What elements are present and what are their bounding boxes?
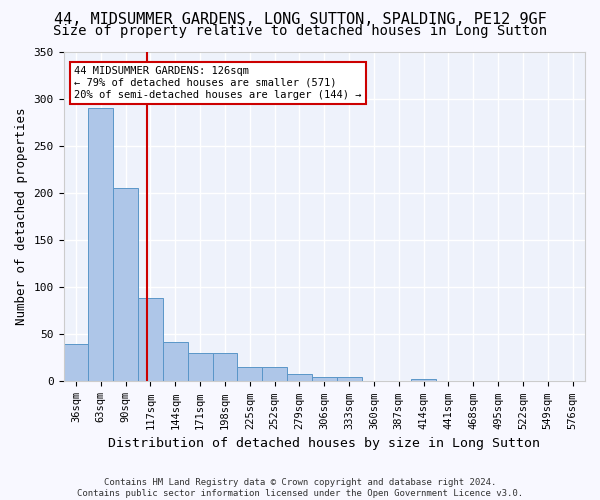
Bar xyxy=(262,368,287,382)
Bar xyxy=(411,378,436,382)
Bar xyxy=(337,376,362,382)
Y-axis label: Number of detached properties: Number of detached properties xyxy=(15,108,28,325)
Bar xyxy=(88,108,113,382)
X-axis label: Distribution of detached houses by size in Long Sutton: Distribution of detached houses by size … xyxy=(108,437,540,450)
Bar xyxy=(188,353,212,382)
Bar xyxy=(138,298,163,382)
Bar xyxy=(312,376,337,382)
Text: Contains HM Land Registry data © Crown copyright and database right 2024.
Contai: Contains HM Land Registry data © Crown c… xyxy=(77,478,523,498)
Bar xyxy=(64,344,88,382)
Bar xyxy=(287,374,312,382)
Text: 44 MIDSUMMER GARDENS: 126sqm
← 79% of detached houses are smaller (571)
20% of s: 44 MIDSUMMER GARDENS: 126sqm ← 79% of de… xyxy=(74,66,361,100)
Bar xyxy=(113,188,138,382)
Bar xyxy=(238,368,262,382)
Bar xyxy=(212,353,238,382)
Text: 44, MIDSUMMER GARDENS, LONG SUTTON, SPALDING, PE12 9GF: 44, MIDSUMMER GARDENS, LONG SUTTON, SPAL… xyxy=(53,12,547,26)
Bar xyxy=(163,342,188,382)
Text: Size of property relative to detached houses in Long Sutton: Size of property relative to detached ho… xyxy=(53,24,547,38)
